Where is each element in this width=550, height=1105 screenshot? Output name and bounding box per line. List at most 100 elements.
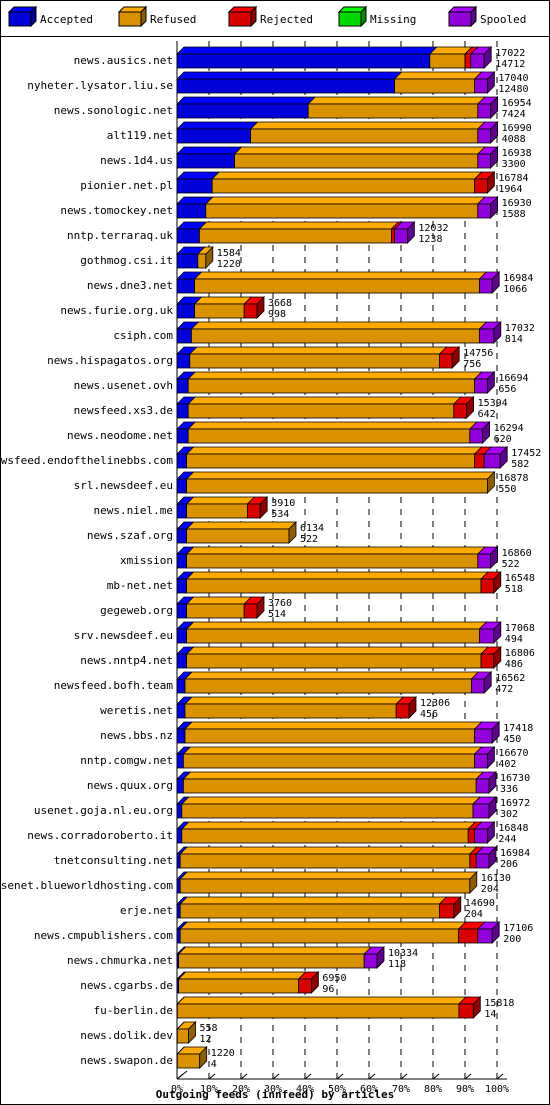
- host-label: news.nntp4.net: [80, 654, 173, 667]
- bar-segment-refused: [179, 853, 471, 869]
- bar-segment-side: [451, 346, 460, 369]
- accepted-count-label: 998: [268, 309, 286, 320]
- bar-segment-spooled: [477, 203, 491, 219]
- accepted-count-label: 12480: [498, 84, 528, 95]
- bar-segment-top-refused: [233, 146, 486, 155]
- bar-segment-top-refused: [177, 946, 373, 955]
- offered-count-label: 16972: [500, 798, 530, 809]
- host-label: news.usenet.ovh: [74, 379, 173, 392]
- bar-segment-side: [493, 321, 502, 344]
- host-label: news.cgarbs.de: [80, 979, 173, 992]
- offered-count-label: 16730: [500, 773, 530, 784]
- host-label: news.tomockey.net: [60, 204, 173, 217]
- bar-segment-accepted: [176, 228, 200, 244]
- bar-segment-top-refused: [180, 821, 477, 830]
- host-label: news.cmpublishers.com: [34, 929, 173, 942]
- offered-count-label: 1220: [211, 1048, 235, 1059]
- host-label: news.1d4.us: [100, 154, 173, 167]
- bar-segment-refused: [205, 203, 479, 219]
- accepted-count-label: 204: [481, 884, 499, 895]
- host-label: news.szaf.org: [87, 529, 173, 542]
- bar-segment-refused: [198, 228, 392, 244]
- x-tick-label: 10%: [200, 1084, 218, 1095]
- host-label: news.niel.me: [94, 504, 173, 517]
- bar-segment-spooled: [483, 453, 501, 469]
- legend-item-missing: Missing: [337, 5, 416, 28]
- bar-segment-side: [256, 296, 265, 319]
- x-tick: [432, 1073, 440, 1080]
- bar-segment-rejected: [480, 653, 495, 669]
- bar-segment-spooled: [478, 328, 495, 344]
- host-label: usenet.goja.nl.eu.org: [34, 804, 173, 817]
- bar-segment-side: [310, 971, 319, 994]
- bar-segment-refused: [178, 953, 365, 969]
- bar-segment-top-refused: [185, 546, 486, 555]
- bar-segment-side: [408, 696, 417, 719]
- offered-count-label: 16806: [505, 648, 535, 659]
- accepted-count-label: 4: [211, 1059, 217, 1070]
- bar-segment-top-refused: [185, 521, 297, 530]
- bar-segment-side: [205, 246, 214, 269]
- bar-segment-rejected: [480, 578, 495, 594]
- bar-segment-spooled: [470, 678, 485, 694]
- bar-segment-top-refused: [176, 996, 467, 1005]
- bar-segment-refused: [179, 903, 440, 919]
- bar-segment-side: [491, 921, 500, 944]
- x-tick-label: 90%: [456, 1084, 474, 1095]
- bar-segment-accepted: [176, 853, 181, 869]
- offered-count-label: 16984: [500, 848, 530, 859]
- host-label: pionier.net.pl: [80, 179, 173, 192]
- bar-segment-side: [488, 796, 497, 819]
- bar-segment-side: [491, 721, 500, 744]
- bar-segment-top-refused: [182, 771, 485, 780]
- bar-segment-refused: [187, 428, 471, 444]
- bar-segment-refused: [394, 78, 476, 94]
- bar-segment-top-refused: [185, 446, 483, 455]
- accepted-count-label: 450: [503, 734, 521, 745]
- bar-segment-spooled: [474, 828, 488, 844]
- accepted-count-label: 206: [500, 859, 518, 870]
- legend-label: Spooled: [480, 13, 526, 26]
- offered-count-label: 17022: [495, 48, 525, 59]
- bar-segment-side: [259, 496, 268, 519]
- legend-item-rejected: Rejected: [227, 5, 313, 28]
- host-label: newsfeed.endofthelinebbs.com: [1, 454, 173, 467]
- bar-segment-refused: [176, 1053, 201, 1069]
- bar-segment-rejected: [464, 53, 472, 69]
- host-label: nntp.comgw.net: [80, 754, 173, 767]
- legend-item-spooled: Spooled: [447, 5, 526, 28]
- bar-segment-spooled: [363, 953, 378, 969]
- bar-segment-top-refused: [177, 971, 307, 980]
- bar-segment-accepted: [176, 203, 207, 219]
- x-tick-label: 20%: [232, 1084, 250, 1095]
- host-label: news.chmurka.net: [67, 954, 173, 967]
- host-label: newsfeed.bofh.team: [54, 679, 174, 692]
- accepted-count-label: 12: [200, 1034, 212, 1045]
- host-label: srv.newsdeef.eu: [74, 629, 173, 642]
- legend-item-accepted: Accepted: [7, 5, 93, 28]
- accepted-count-label: 336: [500, 784, 518, 795]
- host-label: news.hispagatos.org: [47, 354, 173, 367]
- offered-count-label: 17040: [498, 73, 528, 84]
- accepted-count-label: 302: [500, 809, 518, 820]
- bar-segment-refused: [186, 578, 482, 594]
- bar-segment-top-refused: [185, 571, 489, 580]
- accepted-count-label: 1238: [418, 234, 442, 245]
- bar-segment-accepted: [176, 578, 188, 594]
- accepted-count-label: 204: [465, 909, 483, 920]
- offered-count-label: 6950: [322, 973, 346, 984]
- accepted-count-label: 522: [502, 559, 520, 570]
- x-tick-label: 80%: [424, 1084, 442, 1095]
- bar-segment-spooled: [477, 928, 493, 944]
